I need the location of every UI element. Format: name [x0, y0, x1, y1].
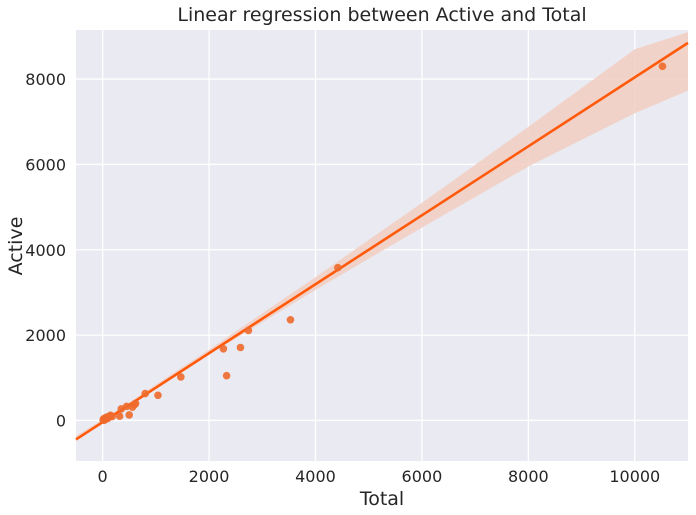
data-point-22: [222, 371, 231, 380]
data-point-18: [141, 389, 149, 398]
y-tick-label-2: 4000: [25, 241, 66, 260]
y-tick-label-4: 8000: [25, 70, 66, 89]
x-tick-label-2: 4000: [295, 467, 336, 486]
grid-lines: [76, 30, 688, 461]
data-point-17: [131, 399, 140, 408]
regression-line: [75, 41, 689, 441]
y-axis-label: Active: [5, 217, 27, 276]
data-point-24: [244, 326, 253, 335]
y-tick-label-0: 0: [56, 411, 66, 430]
data-point-10: [108, 412, 116, 421]
x-axis-label: Total: [359, 488, 404, 510]
data-point-11: [115, 412, 124, 420]
regression-line-path: [75, 41, 689, 441]
tick-labels: 0 2000 4000 6000 8000 10000 0 2000 4000 6000 8000: [25, 70, 660, 486]
x-tick-label-5: 10000: [609, 467, 660, 486]
data-point-19: [154, 391, 162, 400]
data-points: [99, 62, 667, 425]
y-tick-label-1: 2000: [25, 326, 66, 345]
x-tick-label-4: 8000: [508, 467, 549, 486]
data-point-21: [219, 344, 228, 353]
data-point-26: [334, 263, 342, 272]
chart-title: Linear regression between Active and Tot…: [177, 4, 586, 26]
data-point-27: [658, 62, 667, 71]
data-point-23: [236, 343, 245, 352]
x-tick-label-0: 0: [98, 467, 108, 486]
y-tick-label-3: 6000: [25, 155, 66, 174]
data-point-14: [125, 411, 134, 419]
x-tick-label-3: 6000: [402, 467, 443, 486]
x-tick-label-1: 2000: [189, 467, 230, 486]
data-point-13: [122, 402, 131, 411]
data-point-20: [177, 373, 185, 381]
data-point-25: [286, 315, 295, 324]
